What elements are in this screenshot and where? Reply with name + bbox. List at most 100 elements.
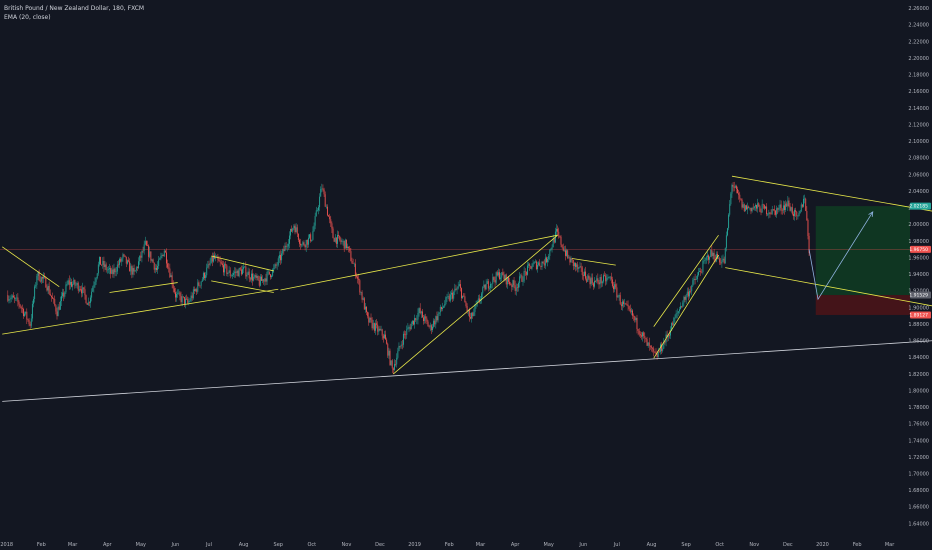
candle-body: [634, 316, 636, 321]
candle-body: [162, 254, 164, 257]
candle-body: [529, 264, 531, 266]
candle-body: [144, 241, 146, 245]
candle-body: [14, 297, 15, 299]
candle-body: [261, 276, 262, 281]
candle-body: [133, 268, 135, 272]
candle-body: [414, 318, 416, 325]
candle-body: [53, 298, 55, 300]
candle-body: [219, 261, 221, 263]
price-tick-label: 1.80000: [908, 388, 929, 394]
time-tick-label: Apr: [511, 542, 521, 548]
candle-body: [344, 239, 346, 249]
candle-body: [668, 335, 670, 336]
projection-path: [808, 211, 874, 301]
candle-body: [773, 209, 775, 211]
candle-body: [556, 228, 557, 232]
candle-body: [565, 250, 566, 256]
candle-body: [633, 315, 635, 317]
candle-body: [227, 272, 229, 274]
candle-body: [275, 264, 277, 266]
candle-body: [46, 287, 48, 291]
candle-body: [687, 291, 689, 297]
candle-body: [44, 276, 46, 278]
candle-body: [624, 303, 626, 305]
price-tick-label: 1.70000: [908, 472, 929, 478]
candle-body: [452, 292, 454, 299]
candle-body: [93, 285, 95, 288]
price-axis[interactable]: 2.26000 2.24000 2.22000 2.20000 2.18000 2.160…: [908, 6, 931, 527]
indicator-label[interactable]: EMA (20, close): [4, 14, 51, 21]
candle-body: [712, 252, 714, 256]
candle-body: [99, 256, 100, 265]
candle-body: [185, 298, 186, 305]
candle-body: [801, 204, 803, 207]
candle-body: [100, 256, 102, 265]
candle-body: [737, 188, 739, 194]
candle-body: [581, 267, 583, 275]
candle-body: [472, 312, 474, 316]
candle-body: [154, 267, 156, 270]
candle-body: [731, 184, 733, 194]
candle-body: [47, 285, 49, 291]
candle-body: [513, 280, 515, 286]
candle-body: [538, 262, 540, 266]
candle-body: [466, 306, 468, 312]
candle-body: [299, 239, 300, 244]
candle-body: [681, 306, 683, 307]
candle-body: [768, 212, 770, 215]
candle-body: [701, 272, 703, 273]
trendline: [211, 255, 274, 272]
candle-body: [205, 275, 207, 279]
price-tick-label: 2.24000: [908, 23, 929, 29]
candle-body: [788, 200, 790, 207]
price-tick-label: 2.06000: [908, 172, 929, 178]
candle-body: [405, 334, 407, 336]
candle-body: [541, 261, 543, 267]
candle-body: [725, 235, 727, 248]
candle-body: [163, 250, 165, 257]
price-tick-label: 2.18000: [908, 73, 929, 79]
candle-body: [464, 296, 466, 303]
candle-body: [657, 351, 659, 357]
time-tick-label: Feb: [37, 542, 46, 548]
candle-body: [497, 272, 499, 276]
candle-body: [459, 284, 461, 289]
candle-body: [209, 263, 211, 265]
time-axis[interactable]: 2018 Feb Mar Apr May Jun Jul Aug Sep Oct Nov Dec 201…: [0, 542, 895, 548]
candle-body: [699, 271, 701, 272]
candle-body: [759, 206, 761, 212]
price-tick-label: 1.94000: [908, 272, 929, 278]
candle-body: [400, 344, 402, 347]
candle-body: [267, 271, 269, 273]
candle-body: [284, 245, 286, 252]
candle-body: [557, 228, 559, 232]
candle-body: [353, 263, 355, 265]
candle-body: [462, 295, 464, 299]
candle-body: [399, 345, 401, 347]
candle-body: [69, 281, 71, 285]
candle-body: [643, 332, 645, 337]
candle-body: [429, 325, 431, 327]
candle-body: [720, 262, 722, 264]
price-badge: [910, 245, 931, 253]
drawings[interactable]: [2, 175, 932, 402]
candle-body: [585, 271, 587, 279]
candle-body: [756, 205, 758, 209]
candle-body: [671, 322, 673, 331]
candle-body: [651, 346, 652, 348]
candle-body: [680, 306, 682, 310]
candle-body: [473, 311, 475, 316]
candle-body: [7, 295, 9, 301]
time-tick-label: Oct: [307, 542, 316, 548]
symbol-title[interactable]: British Pound / New Zealand Dollar, 180,…: [4, 5, 145, 12]
candle-body: [326, 206, 328, 216]
candle-body: [618, 295, 620, 297]
candle-body: [766, 206, 768, 215]
candle-body: [550, 249, 552, 250]
candle-body: [218, 259, 220, 262]
candle-body: [610, 276, 612, 280]
candle-body: [674, 317, 676, 319]
price-tick-label: 1.76000: [908, 422, 929, 428]
candle-body: [300, 243, 302, 246]
